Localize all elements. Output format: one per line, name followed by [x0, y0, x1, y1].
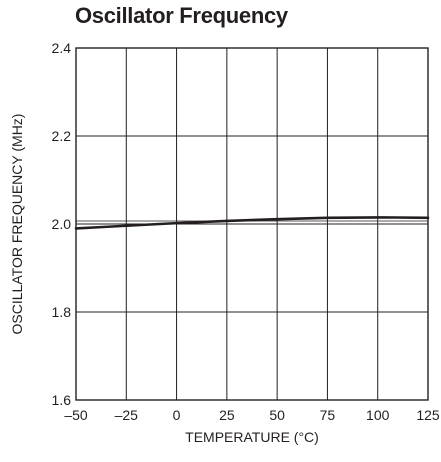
y-tick-label: 2.4 — [52, 40, 72, 56]
grid — [76, 48, 428, 400]
chart-title: Oscillator Frequency — [75, 3, 288, 28]
y-tick-label: 2.0 — [52, 216, 72, 232]
x-tick-label: –50 — [64, 407, 88, 423]
series-line-0 — [74, 216, 430, 230]
x-tick-label: –25 — [115, 407, 139, 423]
x-tick-label: 75 — [320, 407, 336, 423]
x-axis-label: TEMPERATURE (°C) — [185, 429, 319, 445]
y-axis-label: OSCILLATOR FREQUENCY (MHz) — [9, 114, 25, 335]
plot-frame — [75, 47, 429, 401]
x-tick-labels: –50 –25 0 25 50 75 100 125 — [64, 407, 440, 423]
y-tick-label: 2.2 — [52, 128, 72, 144]
x-tick-label: 100 — [366, 407, 390, 423]
y-tick-label: 1.8 — [52, 304, 72, 320]
y-tick-labels: 1.6 1.8 2.0 2.2 2.4 — [52, 40, 72, 408]
y-tick-label: 1.6 — [52, 392, 72, 408]
series-layer — [74, 216, 430, 230]
x-tick-label: 0 — [173, 407, 181, 423]
x-tick-label: 25 — [219, 407, 235, 423]
x-tick-label: 125 — [416, 407, 440, 423]
x-tick-label: 50 — [269, 407, 285, 423]
